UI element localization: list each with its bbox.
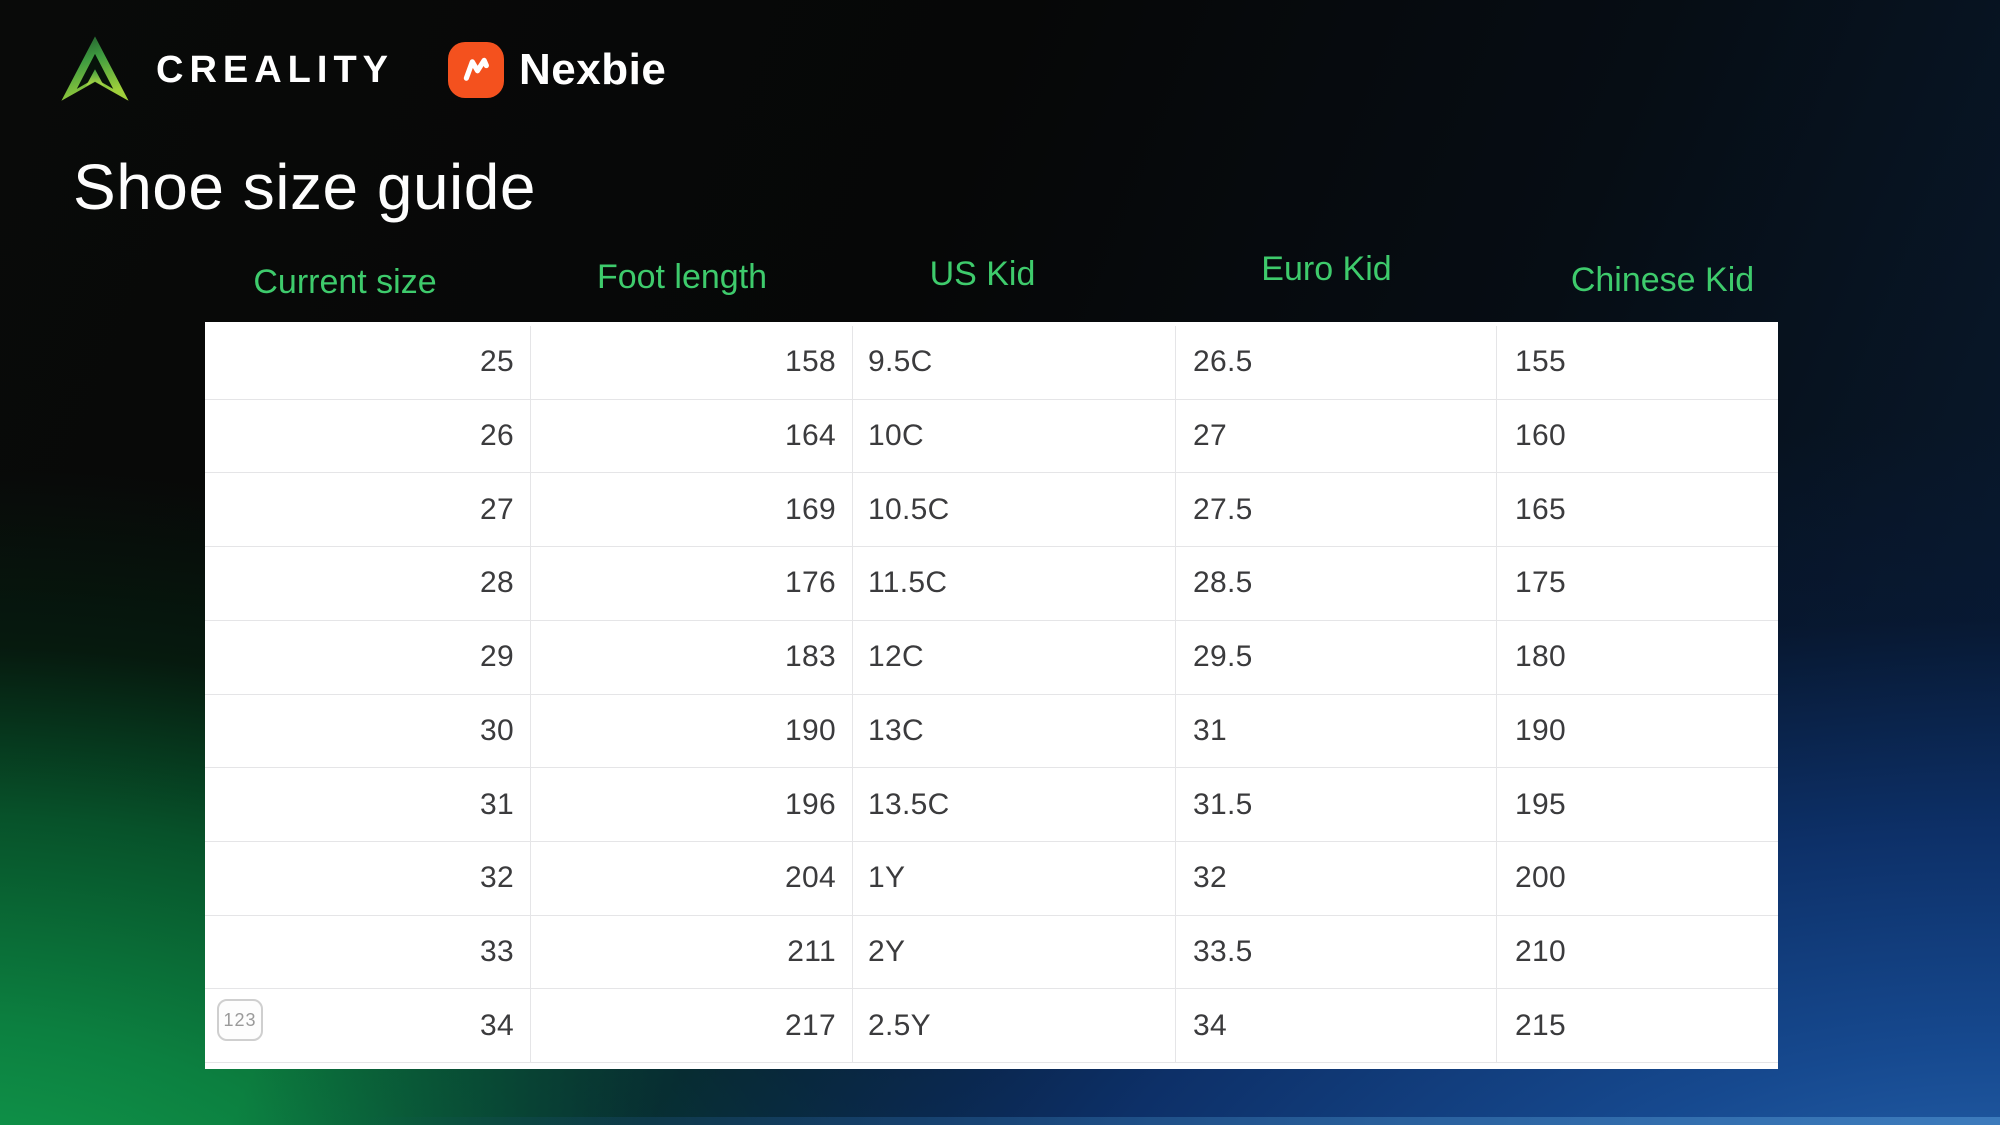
- table-cell: 190: [531, 694, 853, 768]
- table-cell: 28: [205, 547, 531, 620]
- table-row: 29 183 12C 29.5 180: [205, 620, 1778, 695]
- nexbie-logo-icon: [448, 42, 504, 98]
- table-cell: 32: [205, 841, 531, 915]
- table-cell: 9.5C: [853, 326, 1176, 399]
- nexbie-logo: Nexbie: [448, 42, 666, 98]
- table-row: 27 169 10.5C 27.5 165: [205, 473, 1778, 548]
- table-cell: 160: [1515, 419, 1566, 453]
- column-header-current-size: Current size: [253, 263, 437, 301]
- table-cell: 26.5: [1176, 326, 1497, 399]
- table-cell: 13C: [853, 694, 1176, 768]
- numeric-format-badge[interactable]: 123: [217, 999, 263, 1041]
- table-cell: 204: [531, 841, 853, 915]
- table-cell: 169: [531, 473, 853, 547]
- table-cell: 25: [205, 326, 531, 399]
- nexbie-logo-text: Nexbie: [519, 45, 667, 94]
- table-cell: 26: [205, 399, 531, 473]
- table-cell: 2Y: [853, 915, 1176, 989]
- table-cell: 27: [205, 473, 531, 547]
- table-cell: 183: [531, 620, 853, 694]
- column-header-chinese-kid: Chinese Kid: [1570, 261, 1755, 299]
- table-cell: 210: [1515, 934, 1566, 968]
- table-cell: 13.5C: [853, 768, 1176, 841]
- table-cell: 175: [1515, 566, 1566, 600]
- table-cell: 215: [1515, 1008, 1566, 1042]
- table-cell: 11.5C: [853, 547, 1176, 620]
- table-row: 34 217 2.5Y 34 215: [205, 989, 1778, 1064]
- table-cell: 10C: [853, 399, 1176, 473]
- table-cell: 2.5Y: [853, 989, 1176, 1063]
- creality-logo-icon: [60, 32, 130, 108]
- bottom-edge-glow: [0, 1117, 2000, 1125]
- column-header-us-kid: US Kid: [929, 255, 1036, 293]
- page-title: Shoe size guide: [73, 151, 536, 223]
- table-cell: 155: [1515, 345, 1566, 379]
- table-row: 26 164 10C 27 160: [205, 399, 1778, 474]
- table-cell: 10.5C: [853, 473, 1176, 547]
- table-cell: 30: [205, 694, 531, 768]
- table-cell: 27: [1176, 399, 1497, 473]
- table-cell: 31: [205, 768, 531, 841]
- table-cell: 33: [205, 915, 531, 989]
- table-cell: 164: [531, 399, 853, 473]
- brand-bar: CREALITY Nexbie: [60, 28, 666, 112]
- table-row: 31 196 13.5C 31.5 195: [205, 768, 1778, 842]
- size-table-body: 25 158 9.5C 26.5 155 26 164 10C 27 160 27 169 10.5C 2…: [205, 322, 1778, 1069]
- table-cell: 158: [531, 326, 853, 399]
- column-header-euro-kid: Euro Kid: [1261, 250, 1392, 288]
- table-cell: 1Y: [853, 841, 1176, 915]
- table-header-row: Current size Foot length US Kid Euro Kid…: [205, 238, 1778, 301]
- table-cell: 200: [1515, 861, 1566, 895]
- table-cell: 33.5: [1176, 915, 1497, 989]
- table-cell: 195: [1515, 787, 1566, 821]
- table-row: 33 211 2Y 33.5 210: [205, 915, 1778, 990]
- table-cell: 27.5: [1176, 473, 1497, 547]
- table-cell: 180: [1515, 640, 1566, 674]
- table-cell: 34: [205, 989, 531, 1063]
- table-cell: 211: [531, 915, 853, 989]
- table-cell: 217: [531, 989, 853, 1063]
- table-cell: 32: [1176, 841, 1497, 915]
- table-cell: 31: [1176, 694, 1497, 768]
- table-cell: 34: [1176, 989, 1497, 1063]
- table-cell: 165: [1515, 492, 1566, 526]
- table-cell: 190: [1515, 713, 1566, 747]
- table-cell: 176: [531, 547, 853, 620]
- table-row: 30 190 13C 31 190: [205, 694, 1778, 769]
- table-row: 25 158 9.5C 26.5 155: [205, 326, 1778, 400]
- table-row: 28 176 11.5C 28.5 175: [205, 547, 1778, 621]
- table-cell: 29.5: [1176, 620, 1497, 694]
- table-cell: 31.5: [1176, 768, 1497, 841]
- table-cell: 29: [205, 620, 531, 694]
- column-header-foot-length: Foot length: [596, 258, 768, 296]
- table-cell: 12C: [853, 620, 1176, 694]
- creality-logo-text: CREALITY: [156, 48, 394, 91]
- table-row: 32 204 1Y 32 200: [205, 841, 1778, 916]
- table-cell: 196: [531, 768, 853, 841]
- table-cell: 28.5: [1176, 547, 1497, 620]
